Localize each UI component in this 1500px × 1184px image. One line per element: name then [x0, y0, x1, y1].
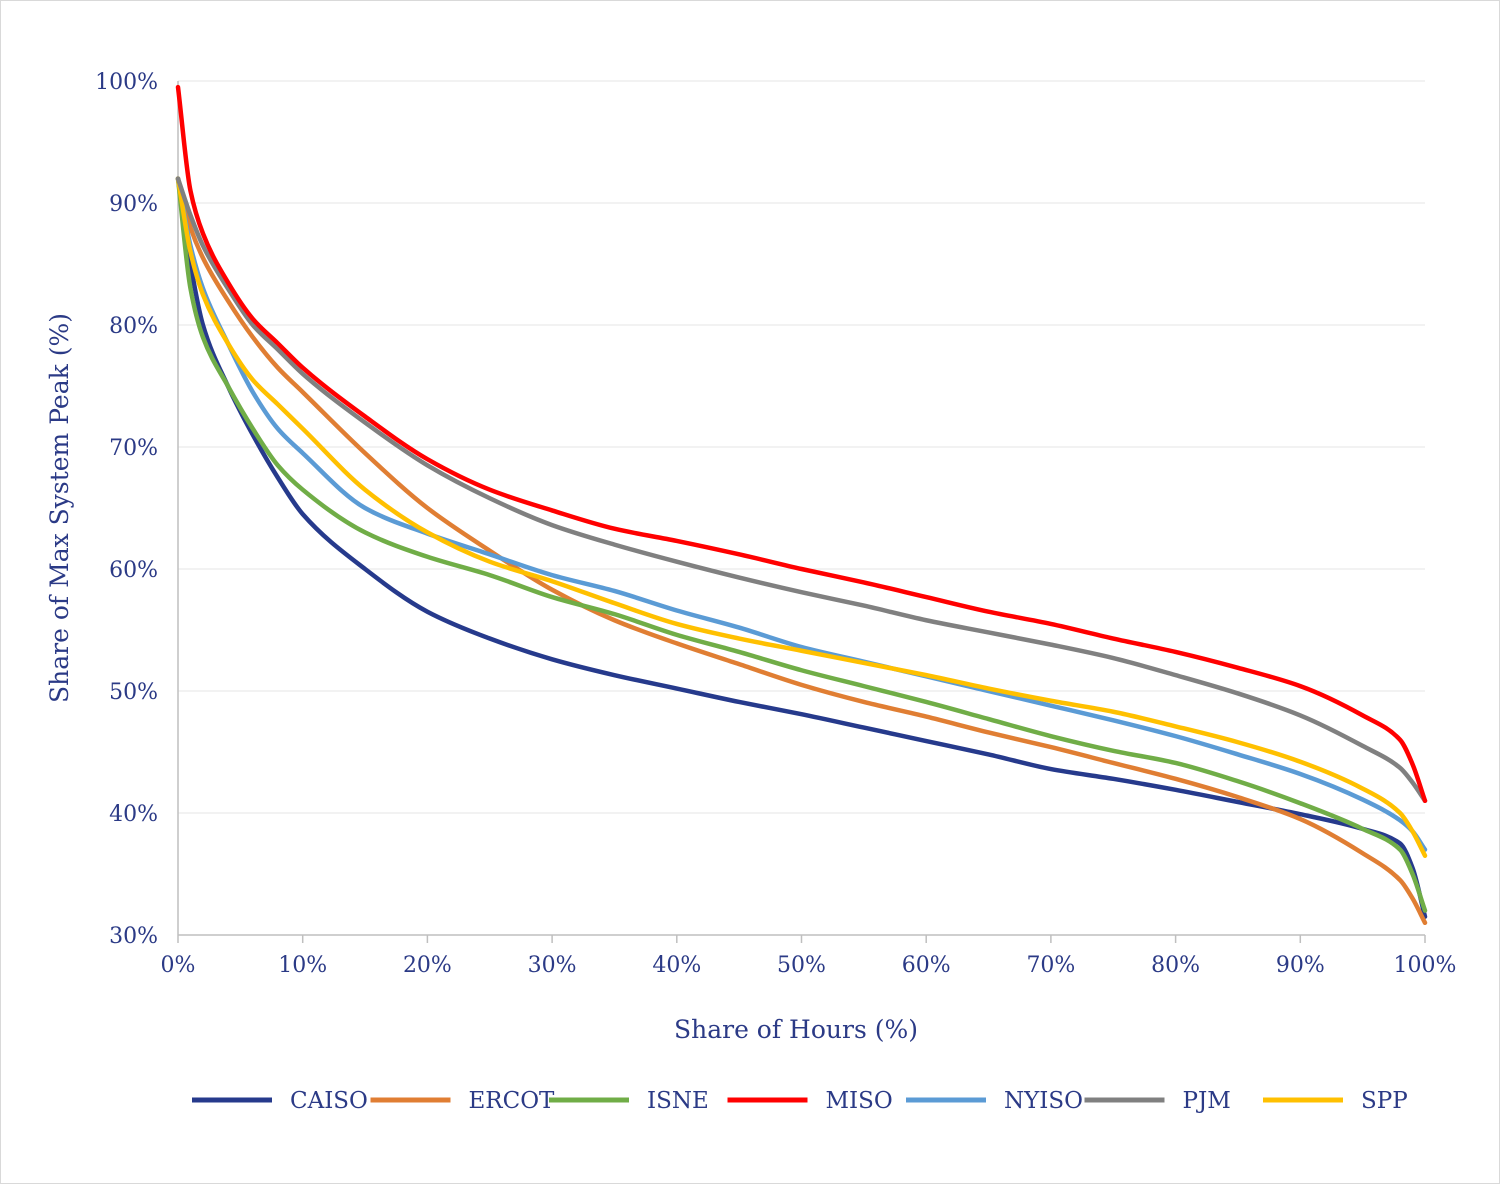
x-tick-label: 30% — [528, 953, 577, 978]
series-lines — [175, 84, 1428, 926]
y-tick-label: 70% — [109, 436, 158, 461]
y-tick-label: 90% — [109, 192, 158, 217]
x-tick-label: 80% — [1151, 953, 1200, 978]
x-tick-label: 40% — [652, 953, 701, 978]
y-tick-label: 50% — [109, 680, 158, 705]
x-tick-label: 10% — [278, 953, 327, 978]
legend-label-nyiso: NYISO — [1004, 1088, 1083, 1114]
series-line-spp — [175, 176, 1428, 858]
x-tick-label: 20% — [403, 953, 452, 978]
legend: CAISO ERCOT ISNE MISO NYISO PJM SPP — [192, 1088, 1408, 1114]
series-line-pjm — [175, 176, 1428, 804]
legend-label-miso: MISO — [826, 1088, 893, 1114]
axes — [177, 81, 1426, 943]
gridlines — [178, 80, 1425, 814]
series-line-ercot — [175, 176, 1428, 926]
series-line-nyiso — [175, 176, 1428, 852]
x-axis-title: Share of Hours (%) — [674, 1015, 918, 1044]
x-tick-label: 50% — [777, 953, 826, 978]
y-axis-title: Share of Max System Peak (%) — [45, 313, 74, 703]
x-tick-label: 0% — [161, 953, 196, 978]
series-line-caiso — [175, 176, 1428, 919]
x-tick-labels: 0% 10% 20% 30% 40% 50% 60% 70% 80% 90% 100% — [161, 953, 1457, 978]
x-tick-label: 100% — [1394, 953, 1457, 978]
legend-label-isne: ISNE — [647, 1088, 709, 1114]
y-tick-label: 100% — [95, 70, 158, 95]
legend-label-caiso: CAISO — [290, 1088, 368, 1114]
y-tick-label: 40% — [109, 802, 158, 827]
x-tick-label: 60% — [902, 953, 951, 978]
series-line-miso — [175, 84, 1428, 804]
y-tick-label: 60% — [109, 558, 158, 583]
x-tick-label: 70% — [1026, 953, 1075, 978]
legend-label-ercot: ERCOT — [469, 1088, 556, 1114]
series-line-isne — [175, 176, 1428, 913]
y-tick-label: 30% — [109, 924, 158, 949]
x-tick-label: 90% — [1276, 953, 1325, 978]
legend-label-spp: SPP — [1361, 1088, 1408, 1114]
y-tick-label: 80% — [109, 314, 158, 339]
legend-label-pjm: PJM — [1183, 1088, 1231, 1114]
y-tick-labels: 30% 40% 50% 60% 70% 80% 90% 100% — [95, 70, 158, 949]
